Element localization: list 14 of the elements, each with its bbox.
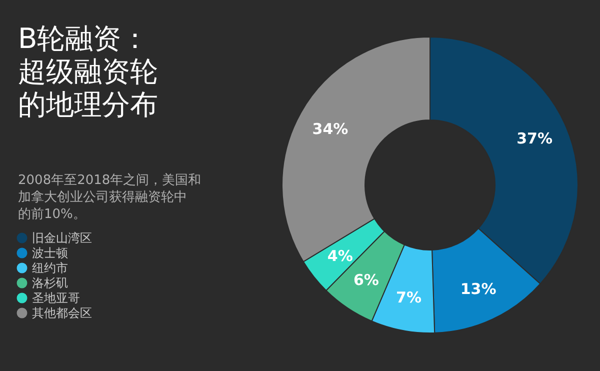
- data-label: 4%: [327, 246, 353, 265]
- data-label: 37%: [516, 129, 553, 148]
- legend-label: 纽约市: [32, 261, 68, 275]
- data-label: 34%: [312, 120, 348, 138]
- data-label: 7%: [396, 288, 422, 307]
- legend-label: 圣地亚哥: [32, 291, 80, 305]
- legend-label: 其他都会区: [32, 306, 92, 320]
- legend-label: 洛杉矶: [32, 276, 68, 290]
- legend-label: 旧金山湾区: [32, 231, 92, 245]
- data-label: 13%: [460, 280, 496, 298]
- text: 2008年至2018年之间，美国和加拿大创业公司获得融资轮中的前10%。: [18, 172, 202, 222]
- text: B轮融资：超级融资轮的地理分布: [18, 22, 158, 121]
- legend-label: 波士顿: [32, 246, 68, 260]
- data-label: 6%: [353, 271, 379, 290]
